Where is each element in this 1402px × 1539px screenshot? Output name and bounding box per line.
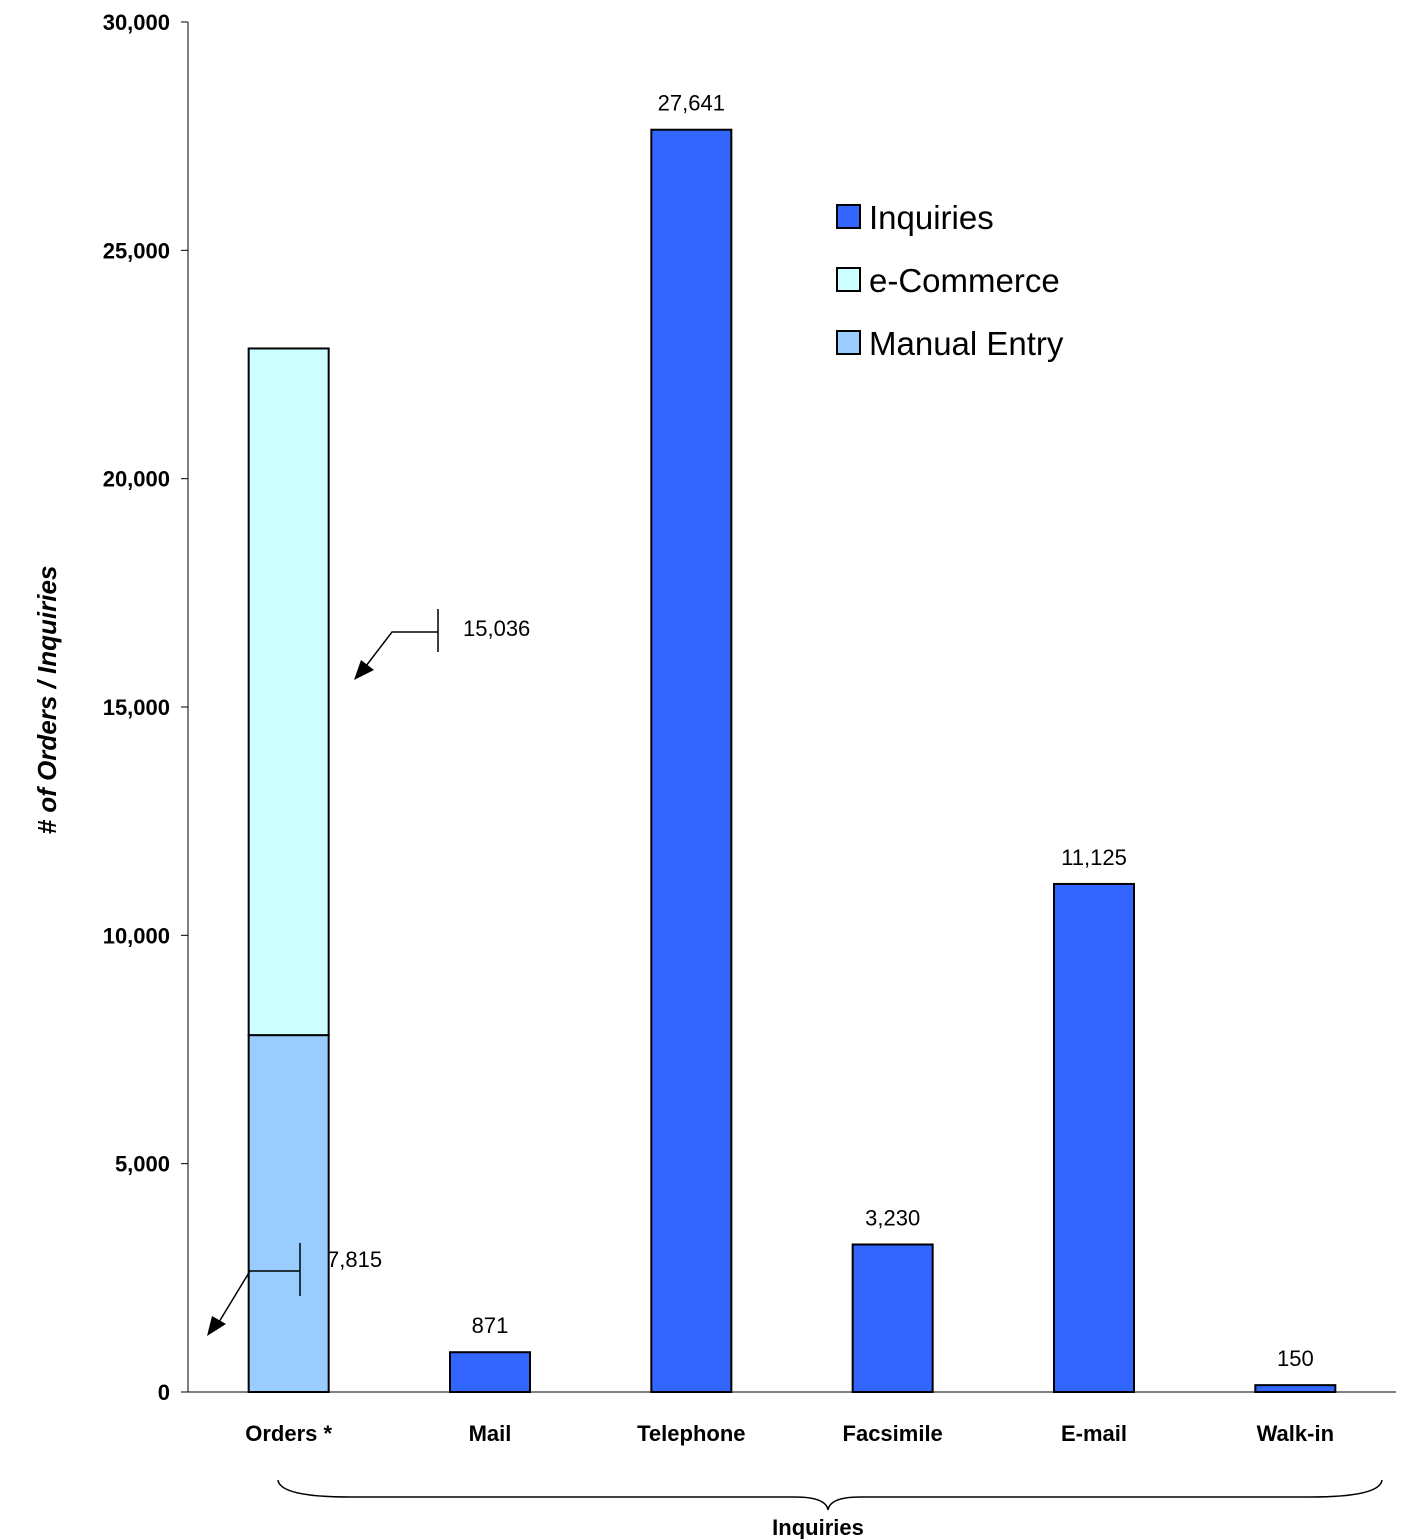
chart-data-labels: 871 27,641 3,230 11,125 150 15,036 7,815 — [207, 91, 1314, 1371]
y-tick-label: 0 — [158, 1380, 170, 1405]
y-tick-label: 25,000 — [103, 238, 170, 263]
x-category-label: Orders * — [245, 1421, 332, 1446]
legend-swatch — [836, 330, 861, 355]
bar-e-commerce — [247, 347, 330, 1037]
data-label-inquiries: 11,125 — [1061, 845, 1127, 870]
manual-entry-callout-leader — [218, 1243, 301, 1323]
bar-inquiries — [650, 128, 733, 1393]
x-category-label: Mail — [469, 1421, 512, 1446]
inquiries-group-brace — [277, 1479, 1383, 1511]
e-commerce-callout-arrowhead — [354, 660, 374, 680]
y-tick-label: 20,000 — [103, 467, 170, 492]
data-label-manual-entry: 7,815 — [327, 1247, 382, 1272]
inquiries-group-label: Inquiries — [772, 1515, 864, 1539]
x-category-label: E-mail — [1061, 1421, 1127, 1446]
legend-label: Manual Entry — [869, 325, 1064, 362]
legend-label: e-Commerce — [869, 262, 1060, 299]
legend-label: Inquiries — [869, 199, 994, 236]
legend-swatch — [836, 267, 861, 292]
data-label-inquiries: 150 — [1277, 1346, 1314, 1371]
chart-axes: 0 5,000 10,000 15,000 20,000 25,000 30,000 Orde… — [103, 10, 1396, 1446]
y-tick-label: 30,000 — [103, 10, 170, 35]
e-commerce-callout-leader — [365, 609, 439, 667]
y-tick-label: 15,000 — [103, 695, 170, 720]
data-label-inquiries: 3,230 — [865, 1205, 920, 1230]
data-label-inquiries: 871 — [472, 1313, 509, 1338]
manual-entry-callout-arrowhead — [207, 1316, 226, 1336]
bar-inquiries — [449, 1351, 531, 1394]
chart-legend: Inquiries e-Commerce Manual Entry — [836, 199, 1064, 362]
y-tick-label: 10,000 — [103, 923, 170, 948]
legend-swatch — [836, 204, 861, 229]
x-category-label: Facsimile — [843, 1421, 943, 1446]
bar-manual-entry — [247, 1034, 330, 1393]
bar-inquiries — [1254, 1384, 1337, 1394]
data-label-inquiries: 27,641 — [658, 91, 725, 116]
y-axis-label: # of Orders / Inquiries — [32, 566, 62, 835]
y-tick-label: 5,000 — [115, 1152, 170, 1177]
bar-inquiries — [851, 1243, 934, 1394]
data-label-e-commerce: 15,036 — [463, 616, 530, 641]
chart-bars — [247, 128, 1337, 1394]
bar-inquiries — [1053, 882, 1135, 1393]
x-category-label: Telephone — [637, 1421, 745, 1446]
x-category-label: Walk-in — [1257, 1421, 1334, 1446]
